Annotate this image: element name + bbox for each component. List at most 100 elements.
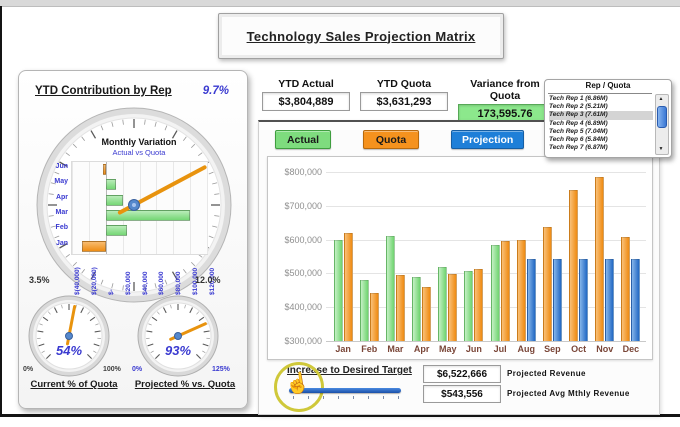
rep-quota-item[interactable]: Tech Rep 7 (6.87M): [549, 144, 608, 152]
x-axis-label: Aug: [517, 344, 535, 354]
projected-avg-mthly-revenue-label: Projected Avg Mthly Revenue: [507, 389, 630, 398]
slider-tick: [353, 396, 354, 399]
gridline: [326, 341, 646, 342]
mini-x-axis-label: $60,000: [158, 271, 166, 296]
slider-tick: [398, 396, 399, 399]
bar-quota-mar: [395, 275, 405, 341]
ytd-field-ytd-actual: YTD Actual $3,804,889: [262, 78, 350, 111]
mini-gridline: [105, 162, 107, 254]
mini-bar-feb: [105, 225, 127, 237]
rep-quota-item[interactable]: Tech Rep 2 (5.21M): [549, 103, 608, 111]
rep-quota-item[interactable]: Tech Rep 4 (6.89M): [549, 119, 608, 127]
slider-tick: [293, 396, 294, 399]
projected-revenue-value: $6,522,666: [423, 365, 501, 383]
bar-quota-may: [448, 274, 458, 341]
target-slider-track[interactable]: [289, 388, 401, 393]
window-top-edge: [0, 0, 680, 7]
bar-actual-jun: [464, 271, 474, 341]
mini-y-axis-label: Jun: [55, 163, 68, 170]
gauge-0-max: 100%: [103, 366, 121, 373]
projection-panel: Actual Quota Projection $300,000 $400,000 $5…: [258, 120, 660, 415]
scrollbar-thumb[interactable]: [657, 106, 667, 128]
increase-target-link[interactable]: Increase to Desired Target: [287, 365, 412, 376]
current-quota-gauge: [28, 295, 110, 377]
bar-quota-jun: [474, 269, 484, 341]
x-axis-label: Mar: [387, 344, 404, 354]
mini-x-axis-label: $40,000: [141, 271, 149, 296]
bar-quota-jul: [500, 240, 510, 341]
rep-quota-scrollbar[interactable]: ▲ ▼: [655, 94, 669, 155]
x-axis-label: Dec: [622, 344, 640, 354]
gauge-0-min: 0%: [23, 366, 34, 373]
gridline: [326, 307, 646, 309]
current-quota-value: 54%: [55, 343, 83, 358]
ytd-field-variance-from-quota: Variance from Quota 173,595.76: [458, 78, 552, 123]
mini-y-axis-label: Jan: [55, 239, 68, 247]
slider-tick: [308, 396, 309, 399]
bar-quota-oct: [569, 189, 578, 341]
x-axis-label: Nov: [596, 344, 614, 354]
mini-gridline: [173, 162, 175, 254]
mini-x-axis-label: $80,000: [175, 271, 183, 296]
field-label: YTD Actual: [278, 78, 334, 90]
gridline: [326, 172, 646, 173]
scroll-down-icon[interactable]: ▼: [658, 146, 664, 152]
mini-chart-title: Monthly Variation: [101, 137, 177, 147]
y-axis-label: $700,000: [284, 200, 322, 211]
target-slider-thumb hand-cursor-icon[interactable]: ☝: [283, 371, 312, 397]
projected-quota-value: 93%: [164, 343, 192, 358]
legend-projection-button[interactable]: Projection: [451, 130, 525, 149]
x-axis-label: Feb: [361, 344, 378, 354]
x-axis-label: Apr: [413, 344, 430, 354]
x-axis-label: May: [438, 344, 457, 354]
mini-chart-subtitle: Actual vs Quota: [112, 148, 166, 157]
gridline: [326, 239, 646, 241]
y-axis-label: $300,000: [284, 336, 322, 346]
bar-actual-mar: [385, 236, 395, 341]
x-axis-label: Jun: [465, 344, 482, 354]
rep-quota-item[interactable]: Tech Rep 3 (7.61M): [549, 111, 653, 120]
bar-quota-feb: [369, 292, 379, 341]
rep-quota-item[interactable]: Tech Rep 5 (7.04M): [549, 127, 608, 135]
page-title: Technology Sales Projection Matrix: [246, 28, 476, 44]
slider-tick: [368, 396, 369, 399]
gridline: [326, 205, 646, 207]
x-axis-label: Sep: [544, 344, 561, 354]
rep-quota-listbox: Rep / Quota Tech Rep 1 (6.86M) Tech Rep 2…: [544, 79, 672, 158]
bar-projection-sep: [552, 258, 562, 341]
mini-y-axis-label: Apr: [55, 193, 68, 201]
chart-legend: Actual Quota Projection: [275, 130, 525, 149]
y-axis-label: $800,000: [284, 167, 322, 177]
mini-gridline: [122, 162, 124, 254]
legend-actual-button[interactable]: Actual: [275, 130, 331, 149]
legend-quota-button[interactable]: Quota: [363, 130, 419, 149]
mini-gridline: [72, 162, 73, 254]
mini-x-axis-label: $(40,000): [74, 267, 81, 295]
mini-x-axis-label: $20,000: [124, 271, 132, 296]
mini-x-axis-label: $(20,000): [90, 267, 98, 295]
bar-quota-jan: [343, 232, 353, 341]
mini-bar-mar: [105, 210, 191, 221]
gauge-1-min: 0%: [132, 366, 143, 373]
x-axis-label: Jan: [335, 344, 351, 354]
bar-quota-nov: [595, 177, 605, 341]
bar-actual-jul: [490, 244, 500, 341]
mini-gridline: [190, 162, 192, 254]
bar-actual-jan: [333, 239, 343, 341]
big-gauge-max-label: 12.0%: [195, 275, 221, 285]
mini-y-axis-label: Mar: [55, 209, 68, 216]
big-gauge-min-label: 3.5%: [29, 275, 50, 285]
ytd-contribution-value: 9.7%: [202, 85, 229, 97]
field-label: YTD Quota: [376, 78, 432, 90]
rep-quota-item[interactable]: Tech Rep 1 (6.86M): [549, 95, 608, 102]
slider-tick: [323, 396, 324, 399]
bar-projection-aug: [526, 258, 536, 341]
field-value: 173,595.76: [458, 104, 552, 123]
bar-quota-dec: [621, 236, 631, 341]
scroll-up-icon[interactable]: ▲: [658, 96, 664, 102]
bar-projection-nov: [605, 258, 615, 341]
gauge-1-max: 125%: [212, 366, 230, 373]
rep-quota-item[interactable]: Tech Rep 6 (5.84M): [549, 135, 608, 143]
mini-y-axis-label: Feb: [55, 224, 68, 232]
